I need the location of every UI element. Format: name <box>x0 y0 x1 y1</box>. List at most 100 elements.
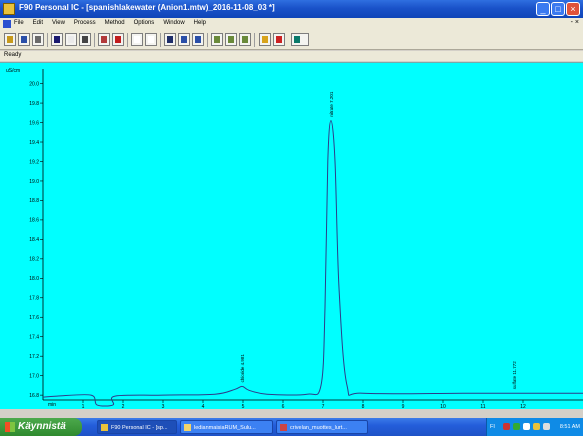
save-icon[interactable] <box>18 33 30 46</box>
menu-edit[interactable]: Edit <box>32 20 44 26</box>
x-tick-label: 3 <box>162 404 165 410</box>
context-help-icon[interactable] <box>273 33 285 46</box>
chromatogram-chart[interactable]: 16.8 17.0 17.2 17.4 17.6 17.8 18.0 18.2 18.4 18.6… <box>0 63 583 410</box>
window-layout-icon[interactable] <box>131 33 143 46</box>
x-axis-unit: min <box>48 402 56 408</box>
menu-process[interactable]: Process <box>73 20 96 26</box>
y-tick-label: 16.8 <box>29 393 39 399</box>
taskbar-item-f90[interactable]: F90 Personal IC - [sp... <box>97 420 177 434</box>
overlay-icon[interactable] <box>225 33 237 46</box>
f90-app-icon <box>101 424 108 431</box>
clock: 8:51 AM <box>559 424 580 430</box>
menu-file[interactable]: File <box>14 20 24 26</box>
y-axis-unit: uS/cm <box>6 68 20 74</box>
toolbar-separator <box>47 33 48 47</box>
cut-icon[interactable] <box>51 33 63 46</box>
antivirus-icon[interactable] <box>503 423 510 430</box>
toolbar-separator <box>160 33 161 47</box>
minimize-button[interactable]: _ <box>536 2 550 16</box>
volume-icon[interactable] <box>523 423 530 430</box>
chromatogram-trace <box>42 120 583 407</box>
chart-icon[interactable] <box>211 33 223 46</box>
menu-window[interactable]: Window <box>163 20 185 26</box>
menu-options[interactable]: Options <box>133 20 155 26</box>
method-icon[interactable] <box>98 33 110 46</box>
window-title: F90 Personal IC - [spanishlakewater (Ani… <box>19 3 275 12</box>
x-tick-label: 11 <box>480 404 485 410</box>
app-icon[interactable] <box>3 3 15 15</box>
mdi-window-controls[interactable]: - × <box>570 19 579 26</box>
x-tick-label: 7 <box>322 404 325 410</box>
table-icon[interactable] <box>178 33 190 46</box>
desktop-strip <box>0 409 583 418</box>
list-icon[interactable] <box>192 33 204 46</box>
x-tick-label: 6 <box>282 404 285 410</box>
help-icon[interactable] <box>259 33 271 46</box>
language-indicator[interactable]: FI <box>490 424 495 430</box>
x-tick-label: 5 <box>242 404 245 410</box>
menu-method[interactable]: Method <box>104 20 125 26</box>
y-tick-label: 19.2 <box>29 159 39 165</box>
taskbar-item-label: crivelan_muottes_lurt... <box>290 425 347 431</box>
y-tick-label: 19.0 <box>29 179 39 185</box>
y-tick-label: 17.0 <box>29 373 39 379</box>
usb-icon[interactable] <box>543 423 550 430</box>
copy-icon[interactable] <box>65 33 77 46</box>
document-app-icon <box>280 424 287 431</box>
menu-view[interactable]: View <box>52 20 65 26</box>
process-icon[interactable] <box>112 33 124 46</box>
folder-icon <box>184 424 191 431</box>
x-tick-label: 9 <box>402 404 405 410</box>
taskbar-item-label: F90 Personal IC - [sp... <box>111 425 168 431</box>
y-tick-label: 17.4 <box>29 335 39 341</box>
y-tick-label: 20.0 <box>29 81 39 87</box>
toolbar-separator <box>207 33 208 47</box>
open-icon[interactable] <box>4 33 16 46</box>
link-icon[interactable] <box>32 33 44 46</box>
menu-help[interactable]: Help <box>193 20 206 26</box>
x-tick-label: 4 <box>202 404 205 410</box>
menu-bar: File Edit View Process Method Options Wi… <box>0 18 583 30</box>
toolbar <box>0 30 583 50</box>
close-button[interactable]: × <box>566 2 580 16</box>
maximize-button[interactable]: □ <box>551 2 565 16</box>
tile-icon[interactable] <box>145 33 157 46</box>
print-icon[interactable] <box>79 33 91 46</box>
peak-label: chloride 4.981 <box>240 354 245 383</box>
x-tick-label: 8 <box>362 404 365 410</box>
x-tick-label: 10 <box>440 404 446 410</box>
zoom-icon[interactable] <box>239 33 251 46</box>
status-text: Ready <box>4 52 22 58</box>
chromatogram-panel[interactable]: 16.8 17.0 17.2 17.4 17.6 17.8 18.0 18.2 18.4 18.6… <box>0 62 583 410</box>
y-tick-label: 17.8 <box>29 296 39 302</box>
report-icon[interactable] <box>164 33 176 46</box>
y-tick-label: 19.4 <box>29 140 39 146</box>
y-tick-label: 18.4 <box>29 237 39 243</box>
x-tick-label: 1 <box>82 404 85 410</box>
y-tick-label: 18.6 <box>29 218 39 224</box>
taskbar: Käynnistä F90 Personal IC - [sp... ledia… <box>0 418 583 436</box>
y-tick-label: 18.2 <box>29 257 39 263</box>
y-tick-label: 19.6 <box>29 120 39 126</box>
toolbar-separator <box>254 33 255 47</box>
network-icon[interactable] <box>513 423 520 430</box>
title-bar[interactable]: F90 Personal IC - [spanishlakewater (Ani… <box>0 0 583 18</box>
y-tick-label: 18.8 <box>29 198 39 204</box>
y-tick-label: 17.6 <box>29 315 39 321</box>
x-tick-label: 12 <box>520 404 526 410</box>
start-button[interactable]: Käynnistä <box>0 418 82 436</box>
document-icon[interactable] <box>3 20 11 28</box>
taskbar-item-folder[interactable]: ledianmaisiaRUM_Sulu... <box>180 420 273 434</box>
x-tick-label: 2 <box>122 404 125 410</box>
windows-flag-icon <box>5 422 15 432</box>
y-tick-label: 17.2 <box>29 354 39 360</box>
run-icon[interactable] <box>291 33 309 46</box>
status-bar: Ready <box>0 51 583 61</box>
peak-label: sulfate 11.772 <box>512 361 517 389</box>
taskbar-item-document[interactable]: crivelan_muottes_lurt... <box>276 420 368 434</box>
toolbar-separator <box>94 33 95 47</box>
update-icon[interactable] <box>533 423 540 430</box>
system-tray: FI 8:51 AM <box>486 418 583 436</box>
taskbar-item-label: ledianmaisiaRUM_Sulu... <box>194 425 256 431</box>
